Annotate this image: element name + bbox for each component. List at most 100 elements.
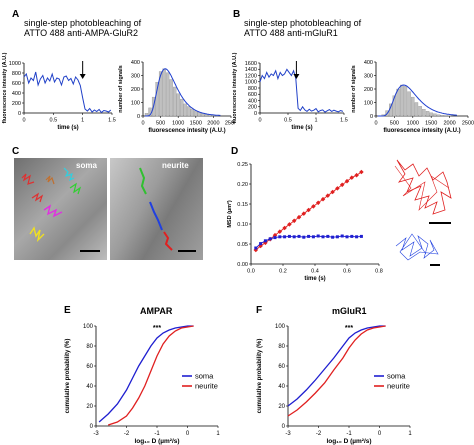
chart-f-title: mGluR1 [332, 306, 367, 316]
scale-bar-neurite-traj [429, 222, 451, 224]
panel-letter-d: D [231, 146, 239, 157]
x-tick-label: -2 [124, 431, 130, 437]
msd-point-neurite [349, 175, 355, 180]
bleach-arrow-head [79, 74, 86, 79]
y-tick-label: 40 [86, 384, 93, 390]
y-tick-label: 200 [131, 87, 140, 93]
y-tick-label: 300 [364, 73, 373, 79]
y-tick-label: 800 [12, 71, 21, 77]
x-tick-label: 2500 [462, 121, 474, 127]
y-axis-label: fluorescence intesity (A.U.) [2, 52, 8, 123]
y-tick-label: 40 [278, 384, 285, 390]
x-tick-label: 0 [141, 121, 144, 127]
x-tick-label: 1 [314, 118, 317, 124]
x-tick-label: 1 [408, 431, 412, 437]
legend-label-neurite: neurite [387, 382, 410, 391]
y-tick-label: 80 [86, 344, 93, 350]
msd-point-neurite [311, 204, 316, 209]
y-tick-label: 600 [248, 92, 257, 98]
chart-e-title: AMPAR [140, 306, 173, 316]
msd-point-soma [345, 235, 349, 239]
x-tick-label: 0 [374, 121, 377, 127]
msd-point-soma [287, 234, 291, 238]
msd-point-neurite [335, 186, 340, 191]
x-axis-label: fluorescence intesity (A.U.) [383, 128, 460, 134]
cdf-line-soma [287, 325, 386, 407]
y-tick-label: 80 [278, 344, 285, 350]
x-tick-label: 1.5 [108, 118, 116, 124]
hist-bar [407, 91, 411, 117]
x-tick-label: 1 [81, 118, 84, 124]
hist-bar [414, 102, 419, 117]
msd-point-soma [340, 234, 344, 238]
y-tick-label: 0.25 [237, 162, 248, 168]
hist-bar [165, 72, 170, 117]
hist-bar [422, 109, 426, 117]
y-tick-label: 1200 [245, 73, 257, 79]
y-tick-label: 0.10 [237, 222, 248, 228]
hist-bar [158, 71, 163, 117]
x-tick-label: 0 [258, 118, 261, 124]
msd-point-soma [359, 234, 363, 238]
micrograph-neurite: neurite [110, 158, 203, 260]
y-tick-label: 0.00 [237, 262, 248, 268]
x-tick-label: 2000 [443, 121, 455, 127]
x-tick-label: 0.2 [279, 269, 287, 275]
y-tick-label: 600 [12, 81, 21, 87]
x-axis-label: time (s) [57, 125, 78, 131]
panel-letter-b: B [233, 9, 241, 20]
cdf-line-soma [98, 325, 194, 423]
msd-point-soma [302, 235, 306, 239]
y-tick-label: 400 [12, 91, 21, 97]
hist-bar [411, 96, 415, 117]
y-tick-label: 800 [248, 86, 257, 92]
hist-bar [187, 106, 191, 117]
x-tick-label: 0.5 [50, 118, 58, 124]
y-axis-label: fluorescence intesity (A.U.) [232, 52, 238, 123]
msd-point-soma [273, 236, 277, 240]
legend-label-soma: soma [387, 372, 406, 381]
cdf-line-neurite [107, 325, 194, 426]
y-tick-label: 0.05 [237, 242, 248, 248]
significance-stars: *** [345, 325, 353, 332]
x-tick-label: -2 [316, 431, 322, 437]
msd-point-soma [321, 235, 325, 239]
x-tick-label: -1 [154, 431, 160, 437]
chart-a-trace: 0 0.5 1 1.5 0 200 400 600 800 1000 time (s) fluores… [2, 52, 116, 131]
chart-b-hist: 0 500 1000 1500 2000 2500 0 100 200 300 400 fluores… [351, 60, 474, 134]
y-tick-label: 100 [83, 324, 94, 330]
x-tick-label: 500 [390, 121, 399, 127]
msd-point-neurite [291, 218, 297, 224]
hist-bar [176, 93, 180, 117]
soma-trajectories [21, 167, 82, 243]
msd-point-soma [331, 235, 335, 239]
msd-point-soma [263, 239, 267, 243]
fit-curve [144, 68, 221, 117]
msd-point-soma [355, 235, 359, 239]
x-tick-label: 0 [186, 431, 190, 437]
hist-bar [392, 95, 397, 117]
x-tick-label: 1500 [190, 121, 202, 127]
x-tick-label: 0 [22, 118, 25, 124]
msd-point-neurite [315, 200, 321, 206]
x-tick-label: 0.4 [311, 269, 319, 275]
y-tick-label: 0 [137, 114, 140, 120]
x-tick-label: 0 [378, 431, 382, 437]
panel-b-title-1: single-step photobleaching of [244, 18, 362, 28]
hist-bar [396, 88, 400, 117]
x-axis-label: log₁₀ D (µm²/s) [134, 438, 179, 445]
msd-point-soma [292, 235, 296, 239]
x-tick-label: 1.5 [340, 118, 348, 124]
x-tick-label: 1500 [425, 121, 437, 127]
cdf-line-neurite [287, 325, 386, 417]
y-tick-label: 0 [282, 424, 286, 430]
hist-bar [400, 84, 404, 117]
msd-point-soma [307, 234, 311, 238]
msd-point-soma [311, 235, 315, 239]
x-axis-label: fluorescence intesity (A.U.) [148, 128, 225, 134]
hist-bar [418, 106, 422, 117]
y-tick-label: 100 [364, 100, 373, 106]
y-tick-label: 0 [90, 424, 94, 430]
